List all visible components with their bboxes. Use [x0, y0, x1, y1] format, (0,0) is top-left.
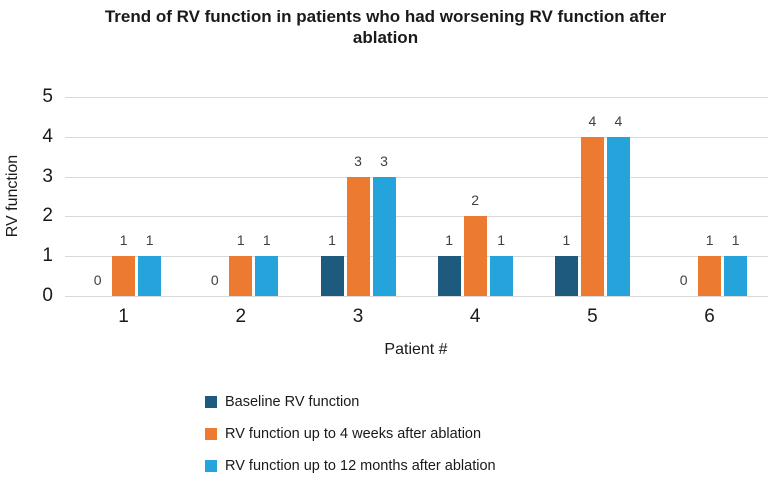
bar-series1-patient4 [437, 256, 461, 296]
chart-title: Trend of RV function in patients who had… [104, 7, 667, 47]
y-axis-tick-label-4: 4 [42, 125, 53, 147]
bar-value-label: 4 [588, 112, 597, 129]
x-axis-tick-label-6: 6 [704, 306, 715, 327]
y-axis-tick-label-1: 1 [42, 245, 53, 267]
bar-value-label: 3 [380, 152, 388, 169]
bar-series3-patient2 [255, 256, 279, 296]
legend-swatch-4-weeks-icon [205, 428, 217, 440]
y-axis-tick-label-5: 5 [42, 86, 53, 107]
bar-series3-patient5 [606, 136, 630, 296]
bar-series3-patient1 [138, 256, 162, 296]
gridline-3 [65, 176, 768, 178]
bar-series1-patient5 [554, 256, 578, 296]
legend: Baseline RV function RV function up to 4… [205, 394, 496, 479]
bar-series1-patient3 [320, 256, 344, 296]
x-axis-tick-label-5: 5 [587, 306, 598, 327]
y-axis-tick-label-3: 3 [42, 165, 53, 187]
legend-label-baseline: Baseline RV function [225, 394, 360, 410]
gridline-0 [65, 296, 768, 297]
gridline-2 [65, 216, 768, 218]
bar-value-label: 1 [497, 232, 506, 249]
legend-item-baseline: Baseline RV function [205, 394, 496, 410]
bar-series2-patient3 [346, 176, 370, 296]
bar-value-label: 0 [210, 272, 219, 288]
bar-value-label: 0 [93, 272, 102, 288]
bar-value-label: 2 [471, 192, 480, 209]
x-axis-title: Patient # [384, 341, 448, 358]
x-axis-tick-label-1: 1 [118, 306, 129, 327]
legend-swatch-12-months-icon [205, 460, 217, 472]
bar-series2-patient5 [580, 136, 604, 296]
bar-value-label: 1 [731, 232, 740, 249]
bar-value-label: 1 [445, 232, 454, 249]
bar-series2-patient6 [698, 256, 722, 296]
bar-series2-patient1 [112, 256, 136, 296]
bar-value-label: 1 [119, 232, 128, 249]
bar-value-label: 3 [354, 152, 362, 169]
x-axis-tick-label-3: 3 [352, 306, 364, 327]
legend-label-4-weeks: RV function up to 4 weeks after ablation [225, 426, 482, 442]
y-axis-title: RV function [4, 154, 21, 238]
gridline-4 [65, 136, 768, 138]
bar-value-label: 1 [328, 232, 336, 249]
bar-value-label: 1 [236, 232, 245, 249]
bar-value-label: 1 [145, 232, 154, 249]
bar-value-label: 0 [679, 272, 688, 288]
y-axis-tick-label-2: 2 [42, 205, 53, 227]
bar-value-label: 1 [562, 232, 571, 249]
gridline-5 [65, 97, 768, 98]
bar-series3-patient3 [372, 176, 396, 296]
legend-item-4-weeks: RV function up to 4 weeks after ablation [205, 426, 496, 442]
bar-series2-patient4 [463, 216, 487, 296]
bar-value-label: 1 [705, 232, 714, 249]
bar-series2-patient2 [229, 256, 253, 296]
legend-item-12-months: RV function up to 12 months after ablati… [205, 458, 496, 474]
bar-value-label: 4 [614, 112, 623, 129]
y-axis-tick-label-0: 0 [42, 285, 53, 306]
bar-series3-patient6 [724, 256, 748, 296]
x-axis-tick-label-4: 4 [469, 306, 481, 327]
gridline-1 [65, 256, 768, 258]
x-axis-tick-label-2: 2 [235, 306, 247, 327]
legend-label-12-months: RV function up to 12 months after ablati… [225, 458, 496, 474]
legend-swatch-baseline-icon [205, 396, 217, 408]
bar-value-label: 1 [262, 232, 271, 249]
bar-series3-patient4 [489, 256, 513, 296]
